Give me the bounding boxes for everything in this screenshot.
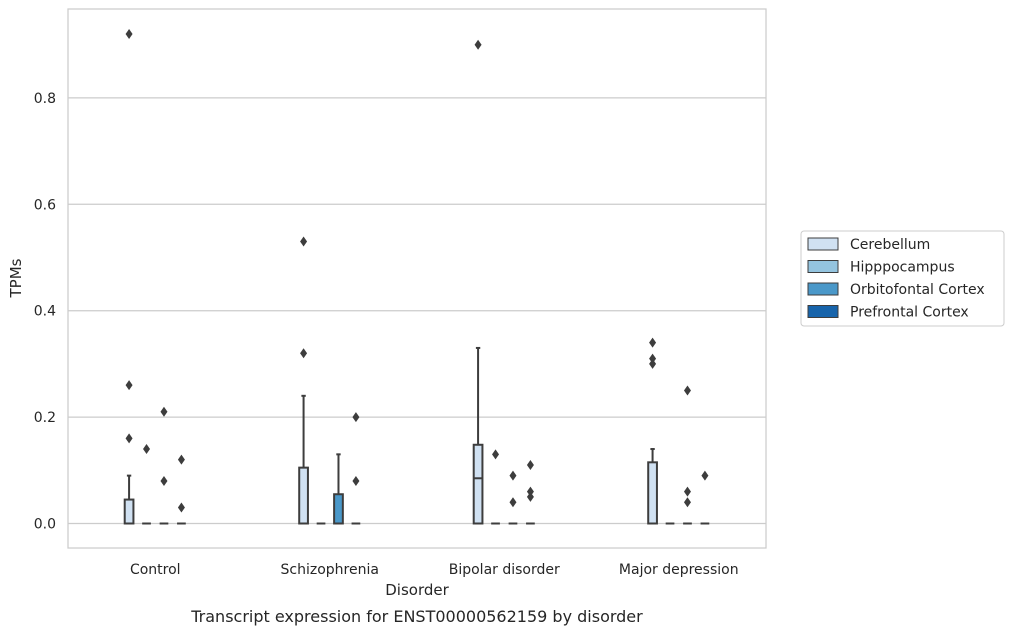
outlier-point [649,337,657,348]
outlier-point [526,491,534,502]
y-tick-labels: 0.0 0.2 0.4 0.6 0.8 [34,91,56,533]
legend-label: Hipppocampus [850,260,955,276]
legend-swatch [807,237,839,251]
outlier-point [160,475,168,486]
y-tick-label: 0.0 [34,517,56,533]
outlier-point [701,470,709,481]
outlier-point [509,470,517,481]
outlier-point [125,380,133,391]
outlier-point [474,39,482,50]
y-tick-label: 0.4 [34,304,56,320]
x-tick-label: Control [130,562,181,578]
outlier-point [492,449,500,460]
chart-caption: Transcript expression for ENST0000056215… [190,607,643,626]
series-hipppocampus [142,444,675,525]
series-prefrontal-cortex [177,412,710,525]
outlier-point [125,433,133,444]
x-tick-labels: Control Schizophrenia Bipolar disorder Majo… [130,562,739,578]
series-cerebellum [123,29,658,525]
outlier-point [352,412,360,423]
plot-area [67,8,767,549]
legend-label: Orbitofontal Cortex [850,282,985,298]
outlier-point [300,236,308,247]
y-axis-title: TPMs [7,258,25,298]
outlier-point [125,29,133,40]
y-tick-label: 0.8 [34,91,56,107]
box-series [123,29,710,525]
outlier-point [143,444,151,455]
legend-swatch [807,260,839,273]
outlier-point [526,459,534,470]
legend-label: Prefrontal Cortex [850,305,969,321]
outlier-point [160,406,168,417]
box [333,493,344,525]
legend-frame [800,230,1005,327]
series-orbitofontal-cortex [159,385,692,525]
y-tick-label: 0.6 [34,197,56,213]
outlier-point [352,475,360,486]
legend-swatch [807,282,839,296]
outlier-point [649,353,657,364]
outlier-point [683,497,691,508]
legend-label: Cerebellum [850,237,930,253]
outlier-point [649,358,657,369]
box [298,466,309,525]
legend-swatch [807,305,839,318]
y-tick-label: 0.2 [34,410,56,426]
box [647,461,658,525]
x-tick-label: Major depression [619,562,739,578]
outlier-point [177,454,185,465]
outlier-point [683,486,691,497]
outlier-point [177,502,185,513]
outlier-point [300,348,308,359]
box [123,498,135,525]
x-tick-label: Bipolar disorder [449,562,560,578]
legend: Cerebellum Hipppocampus Orbitofontal Corte… [800,230,1005,327]
x-axis-title: Disorder [385,581,449,599]
outlier-point [526,486,534,497]
box [472,443,484,525]
outlier-point [683,385,691,396]
x-tick-label: Schizophrenia [281,562,379,578]
outlier-point [509,497,517,508]
